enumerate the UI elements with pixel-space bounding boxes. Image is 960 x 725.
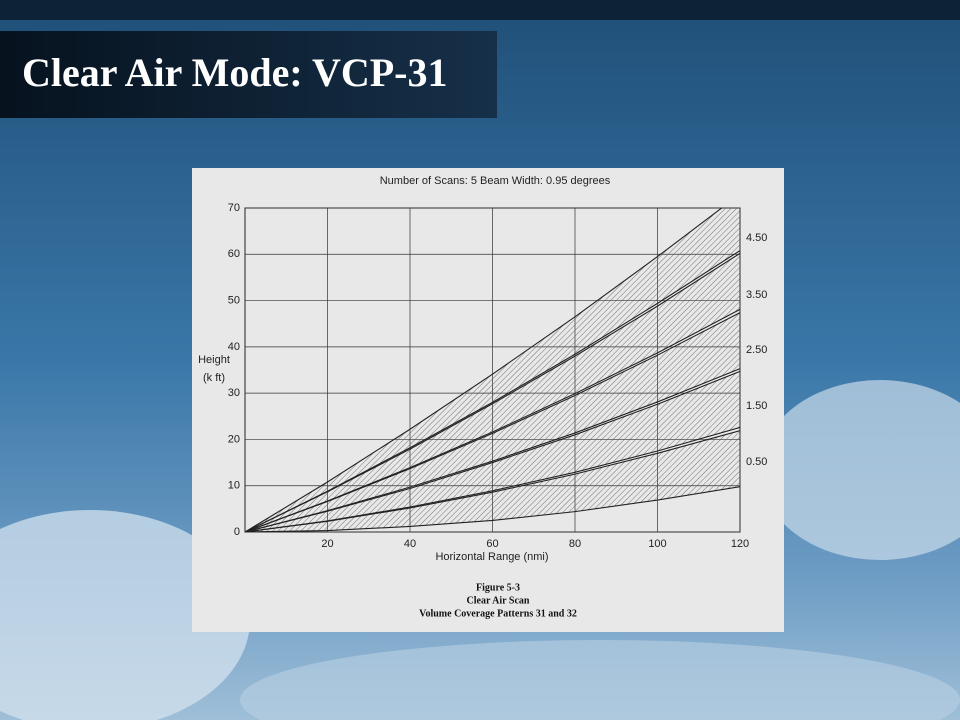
beam-edge (245, 308, 740, 532)
cloud (240, 640, 960, 725)
y-tick-label: 20 (228, 433, 240, 445)
title-box (0, 31, 497, 118)
cloud (0, 510, 250, 725)
top-bar (0, 0, 960, 20)
x-tick-label: 40 (404, 538, 416, 550)
y-tick-label: 0 (234, 526, 240, 538)
y-label: Height (198, 354, 230, 366)
band-label: 3.50 (746, 289, 767, 301)
band-label: 1.50 (746, 400, 767, 412)
x-label: Horizontal Range (nmi) (435, 551, 548, 563)
band-fill (245, 208, 740, 532)
beam-edge (245, 250, 740, 532)
band-label: 2.50 (746, 344, 767, 356)
x-tick-label: 20 (321, 538, 333, 550)
cloud (760, 380, 960, 560)
band-label: 0.50 (746, 456, 767, 468)
chart-title: Number of Scans: 5 Beam Width: 0.95 degr… (380, 175, 611, 187)
slide-title: Clear Air Mode: VCP-31 (22, 50, 448, 95)
band-fill (245, 430, 740, 532)
x-tick-label: 100 (648, 538, 666, 550)
beam-edge (245, 368, 740, 532)
x-tick-label: 80 (569, 538, 581, 550)
y-tick-label: 60 (228, 248, 240, 260)
y-tick-label: 70 (228, 202, 240, 214)
y-tick-label: 10 (228, 480, 240, 492)
caption: Clear Air Scan (467, 595, 530, 606)
y-tick-label: 30 (228, 387, 240, 399)
band-label: 4.50 (746, 232, 767, 244)
x-tick-label: 120 (731, 538, 749, 550)
plot-area (245, 208, 740, 532)
caption: Volume Coverage Patterns 31 and 32 (419, 608, 577, 619)
beam-edge (245, 486, 740, 532)
caption: Figure 5-3 (476, 582, 520, 593)
y-tick-label: 40 (228, 341, 240, 353)
band-fill (245, 371, 740, 532)
y-label: (k ft) (203, 372, 225, 384)
y-tick-label: 50 (228, 294, 240, 306)
beam-edge (245, 208, 723, 532)
x-tick-label: 60 (486, 538, 498, 550)
beam-edge (245, 426, 740, 532)
